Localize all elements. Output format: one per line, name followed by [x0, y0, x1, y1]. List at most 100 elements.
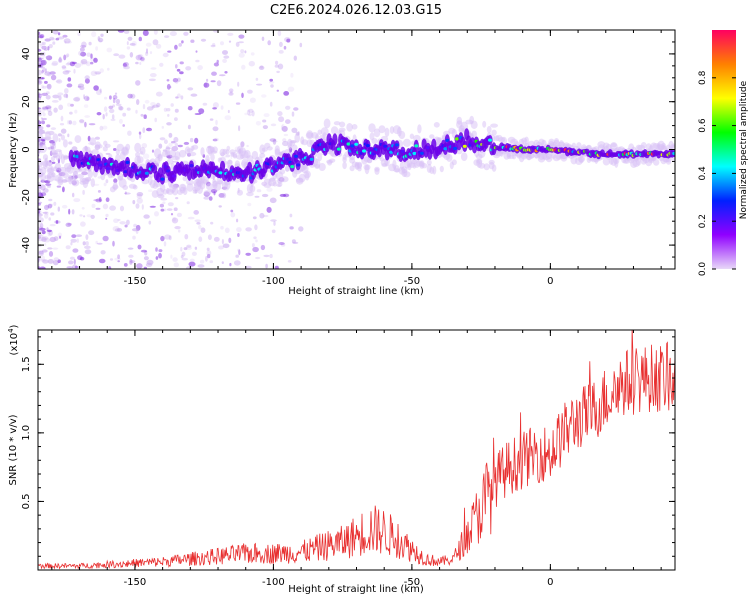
snr-y-ticks: 0.5 1.0 1.5 [21, 336, 675, 557]
spectrogram-noise-mark [155, 256, 159, 260]
spectrogram-panel: -150 -100 -50 0 -40 -20 0 20 40 Height of strai… [8, 29, 676, 297]
spectrogram-noise-mark [228, 237, 232, 243]
spectrogram-noise-mark [70, 242, 73, 246]
spectrogram-noise-mark [255, 239, 258, 243]
spectrogram-noise-mark [61, 65, 67, 69]
spectrogram-noise-mark [265, 263, 268, 269]
spectrogram-halo-mark [330, 126, 339, 135]
spectrogram-halo-mark [46, 172, 55, 183]
colorbar-tick-label: 0.8 [698, 70, 708, 85]
spectrogram-noise-mark [119, 106, 124, 111]
spectrogram-noise-mark [256, 189, 262, 193]
spectrogram-noise-mark [149, 73, 157, 78]
spectrogram-halo-mark [91, 149, 99, 155]
spectrogram-noise-mark [94, 136, 100, 140]
spectrogram-noise-mark [293, 55, 297, 61]
spectrogram-noise-mark [112, 94, 118, 100]
spectrogram-noise-mark [55, 37, 60, 41]
y-tick-label: 0 [21, 146, 32, 152]
spectrogram-halo-mark [206, 183, 214, 191]
spectrogram-noise-mark [237, 248, 240, 252]
spectrogram-noise-mark [58, 58, 63, 63]
spectrogram-noise-mark [51, 60, 59, 66]
spectrogram-halo-mark [54, 162, 62, 171]
spectrogram-noise-mark [62, 70, 70, 75]
spectrogram-noise-mark [141, 204, 144, 210]
spectrogram-noise-mark [170, 213, 174, 216]
spectrogram-halo-mark [171, 184, 180, 190]
colorbar-tick-label: 0.6 [698, 118, 708, 133]
spectrogram-noise-mark [135, 61, 139, 65]
spectrogram-noise-mark [159, 203, 164, 208]
spectrogram-noise-mark [84, 75, 90, 80]
spectrogram-noise-mark [86, 214, 92, 218]
spectrogram-noise-mark [38, 69, 42, 76]
spectrogram-halo-mark [394, 165, 400, 173]
spectrogram-noise-mark [79, 257, 85, 261]
spectrogram-noise-mark [129, 52, 134, 58]
spectrogram-noise-mark [67, 133, 70, 138]
spectrogram-noise-mark [263, 113, 270, 118]
spectrogram-noise-mark [50, 37, 56, 41]
spectrogram-noise-mark [143, 114, 147, 119]
spectrogram-noise-mark [38, 57, 43, 63]
spectrogram-halo-mark [339, 121, 346, 128]
spectrogram-noise-mark [171, 217, 179, 224]
spectrogram-noise-mark [175, 197, 179, 200]
spectrogram-noise-mark [71, 234, 77, 239]
spectrogram-noise-mark [269, 138, 277, 142]
spectrogram-noise-mark [44, 211, 49, 216]
spectrogram-noise-mark [38, 235, 41, 240]
spectrogram-noise-mark [60, 128, 67, 134]
spectrogram-noise-mark [262, 119, 267, 123]
spectrogram-noise-mark [103, 106, 108, 112]
spectrogram-noise-mark [269, 81, 275, 84]
spectrogram-noise-mark [79, 86, 85, 91]
spectrogram-noise-mark [38, 129, 46, 135]
colorbar: 0.0 0.2 0.4 0.6 0.8 Normalized spectral ampl… [698, 30, 749, 276]
spectrogram-noise-mark [41, 236, 49, 241]
spectrogram-noise-mark [73, 97, 80, 102]
spectrogram-noise-mark [143, 214, 150, 219]
x-tick-label: -150 [124, 577, 147, 588]
spectrogram-noise-mark [200, 227, 206, 233]
spectrogram-halo-mark [426, 159, 432, 166]
spectrogram-noise-mark [57, 32, 61, 36]
spectrogram-halo-mark [182, 187, 188, 196]
spectrogram-noise-mark [108, 105, 114, 110]
spectrogram-peak-mark [362, 149, 366, 153]
snr-marks [38, 330, 675, 570]
spectrogram-noise-mark [198, 108, 205, 114]
spectrogram-noise-mark [123, 65, 130, 70]
snr-x-axis-label: Height of straight line (km) [288, 584, 424, 595]
spectrogram-noise-mark [181, 40, 184, 44]
spectrogram-noise-mark [69, 256, 75, 260]
spectrogram-noise-mark [86, 96, 90, 101]
spectrogram-noise-mark [238, 34, 245, 39]
spectrogram-noise-mark [248, 113, 252, 117]
spectrogram-noise-mark [149, 51, 153, 55]
spectrogram-noise-mark [209, 260, 214, 264]
spectrogram-noise-mark [39, 222, 44, 229]
spectrogram-noise-mark [39, 250, 44, 255]
spectrogram-noise-mark [273, 221, 276, 226]
spectrogram-noise-mark [235, 102, 241, 105]
spectrogram-noise-mark [38, 211, 41, 216]
spectrogram-noise-mark [104, 96, 108, 100]
spectrogram-halo-mark [62, 172, 69, 179]
spectrogram-noise-mark [170, 103, 174, 107]
spectrogram-noise-mark [80, 59, 84, 66]
spectrogram-halo-mark [578, 156, 585, 164]
spectrogram-noise-mark [38, 93, 42, 99]
spectrogram-noise-mark [79, 47, 85, 52]
spectrogram-noise-mark [245, 252, 251, 256]
spectrogram-noise-mark [251, 110, 255, 117]
spectrogram-halo-mark [284, 166, 290, 172]
spectrogram-noise-mark [211, 191, 217, 194]
spectrogram-halo-mark [134, 142, 142, 153]
spectrogram-peak-mark [296, 163, 301, 167]
spectrogram-noise-mark [218, 193, 225, 198]
spectrogram-noise-mark [46, 204, 52, 209]
spectrogram-noise-mark [38, 120, 42, 125]
